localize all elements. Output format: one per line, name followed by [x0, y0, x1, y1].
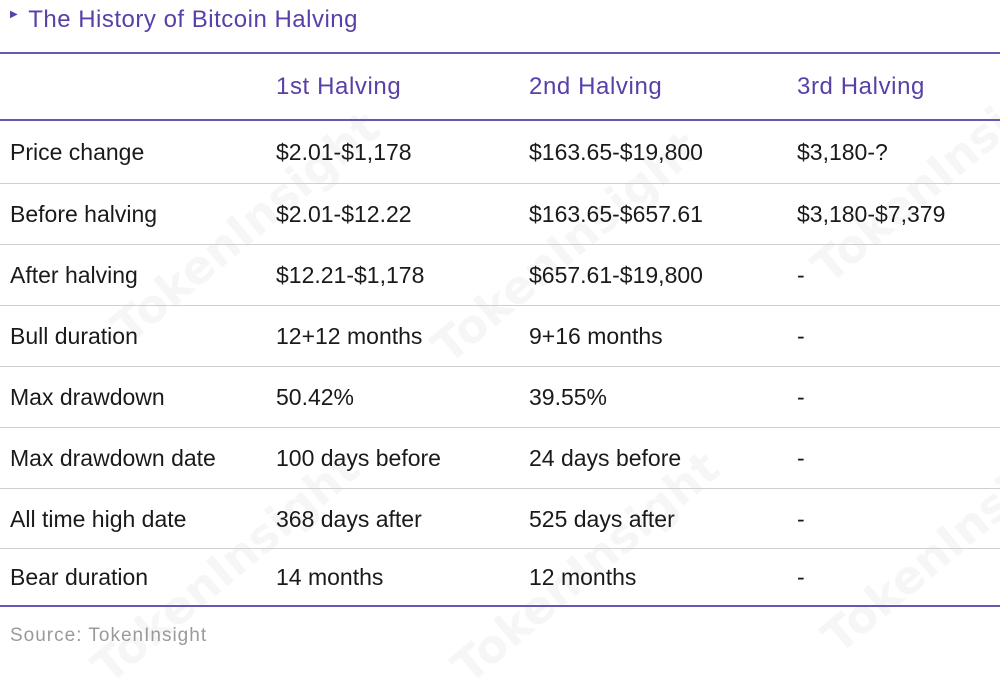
table-cell: 39.55%: [529, 384, 608, 410]
row-label: Bull duration: [10, 323, 138, 349]
table-cell: 24 days before: [529, 445, 682, 471]
row-divider: [0, 366, 1000, 367]
table-cell: 525 days after: [529, 505, 675, 532]
table-row: Before halving $2.01-$12.22 $163.65-$657.6…: [0, 184, 1000, 245]
table-row: Max drawdown 50.42% 39.55% -: [0, 367, 1000, 428]
row-label: Price change: [10, 139, 145, 165]
row-label: All time high date: [10, 505, 187, 532]
table-cell: $3,180-$7,379: [797, 201, 946, 227]
table-cell: $2.01-$1,178: [276, 139, 412, 165]
header-cell-3rd-halving: 3rd Halving: [797, 73, 925, 100]
row-divider: [0, 488, 1000, 489]
table-cell: $2.01-$12.22: [276, 201, 412, 227]
table-cell: -: [797, 262, 805, 288]
row-label: Max drawdown: [10, 384, 165, 410]
row-label: Bear duration: [10, 563, 149, 590]
table-subtitle: ▶ The History of Bitcoin Halving: [10, 6, 358, 34]
table-cell: $163.65-$657.61: [529, 201, 703, 227]
table-top-rule: [0, 52, 1000, 54]
table-row: Max drawdown date 100 days before 24 days …: [0, 428, 1000, 489]
table-row: Bear duration 14 months 12 months -: [0, 549, 1000, 605]
table-cell: 9+16 months: [529, 323, 663, 349]
row-divider: [0, 244, 1000, 245]
table-cell: -: [797, 384, 805, 410]
table-cell: -: [797, 505, 805, 532]
row-label: Before halving: [10, 201, 158, 227]
table-cell: 368 days after: [276, 505, 422, 532]
row-divider: [0, 427, 1000, 428]
table-cell: $163.65-$19,800: [529, 139, 703, 165]
table-row: After halving $12.21-$1,178 $657.61-$19,80…: [0, 245, 1000, 306]
source-note: Source: TokenInsight: [10, 625, 208, 646]
row-label: After halving: [10, 262, 138, 288]
table-bottom-rule: [0, 605, 1000, 607]
table-cell: $3,180-?: [797, 139, 888, 165]
table-cell: 12+12 months: [276, 323, 423, 349]
table-row: Bull duration 12+12 months 9+16 months -: [0, 306, 1000, 367]
subtitle-text: The History of Bitcoin Halving: [28, 6, 358, 33]
table-cell: -: [797, 445, 805, 471]
bullet-icon: ▶: [10, 8, 19, 20]
table-cell: 12 months: [529, 563, 637, 590]
table-row: All time high date 368 days after 525 days…: [0, 489, 1000, 549]
table-cell: 100 days before: [276, 445, 441, 471]
header-rule: [0, 119, 1000, 121]
table-cell: -: [797, 563, 805, 590]
row-divider: [0, 548, 1000, 549]
row-divider: [0, 305, 1000, 306]
table-row: Price change $2.01-$1,178 $163.65-$19,800 $…: [0, 121, 1000, 184]
row-label: Max drawdown date: [10, 445, 216, 471]
table-cell: 50.42%: [276, 384, 355, 410]
table-cell: $12.21-$1,178: [276, 262, 425, 288]
header-cell-2nd-halving: 2nd Halving: [529, 73, 663, 100]
table-cell: -: [797, 323, 805, 349]
table-cell: $657.61-$19,800: [529, 262, 703, 288]
table-cell: 14 months: [276, 563, 384, 590]
row-divider: [0, 183, 1000, 184]
header-cell-1st-halving: 1st Halving: [276, 73, 402, 100]
